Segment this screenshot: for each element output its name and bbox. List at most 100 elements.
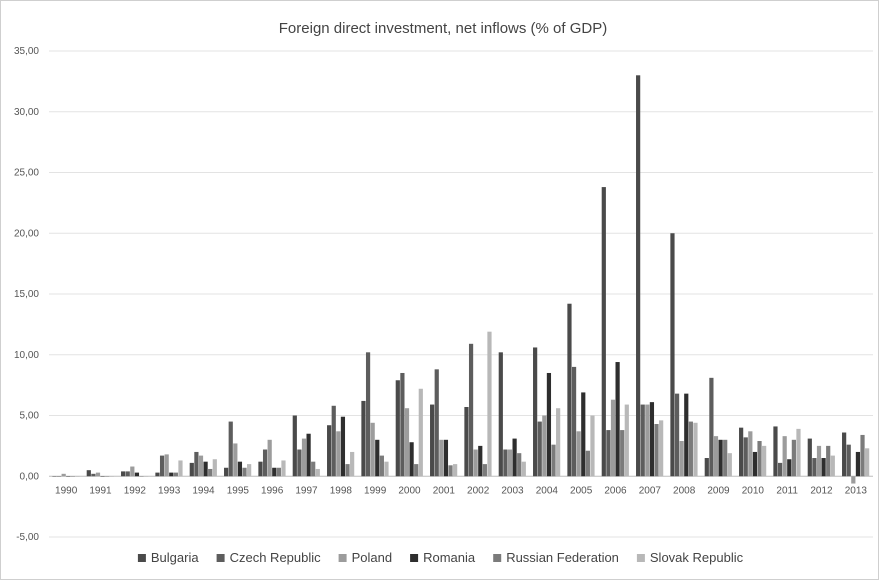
- bar-czech-republic-2005: [572, 367, 576, 476]
- bar-romania-2007: [650, 402, 654, 476]
- bar-romania-1996: [272, 468, 276, 477]
- bar-russian-federation-2000: [414, 464, 418, 476]
- bar-slovak-republic-1996: [281, 460, 285, 476]
- bar-romania-2006: [616, 362, 620, 476]
- y-tick-label: 20,00: [14, 228, 39, 239]
- bar-russian-federation-2005: [586, 451, 590, 477]
- bar-czech-republic-2000: [400, 373, 404, 476]
- bar-poland-2003: [508, 450, 512, 477]
- bar-poland-2013: [851, 476, 855, 483]
- bar-czech-republic-1999: [366, 352, 370, 476]
- y-tick-label: -5,00: [16, 532, 39, 543]
- bar-romania-2010: [753, 452, 757, 476]
- bar-slovak-republic-2008: [693, 423, 697, 476]
- legend-label: Bulgaria: [151, 550, 199, 565]
- bar-poland-1993: [165, 454, 169, 476]
- bar-russian-federation-2013: [860, 435, 864, 476]
- bar-romania-1999: [375, 440, 379, 476]
- x-tick-label: 1991: [89, 485, 112, 496]
- bar-czech-republic-2012: [812, 458, 816, 476]
- legend-swatch: [138, 554, 146, 562]
- bar-czech-republic-2013: [847, 445, 851, 477]
- bar-slovak-republic-2006: [625, 405, 629, 477]
- bar-bulgaria-1991: [87, 470, 91, 476]
- bar-bulgaria-2012: [808, 439, 812, 477]
- bar-poland-2001: [439, 440, 443, 476]
- legend-swatch: [410, 554, 418, 562]
- bar-poland-2007: [645, 405, 649, 477]
- x-tick-label: 2012: [810, 485, 833, 496]
- bar-russian-federation-2011: [792, 440, 796, 476]
- bar-slovak-republic-2010: [762, 446, 766, 476]
- bar-russian-federation-2008: [689, 422, 693, 477]
- legend-label: Poland: [352, 550, 392, 565]
- x-tick-label: 2013: [845, 485, 868, 496]
- bar-russian-federation-1994: [208, 469, 212, 476]
- bar-romania-2008: [684, 394, 688, 477]
- bar-slovak-republic-2012: [831, 456, 835, 477]
- x-tick-label: 2006: [604, 485, 627, 496]
- bar-czech-republic-1996: [263, 450, 267, 477]
- x-tick-label: 2011: [776, 485, 798, 496]
- legend-label: Czech Republic: [230, 550, 322, 565]
- bar-bulgaria-1992: [121, 471, 125, 476]
- x-tick-label: 2002: [467, 485, 490, 496]
- bar-czech-republic-2004: [538, 422, 542, 477]
- bar-slovak-republic-1993: [178, 460, 182, 476]
- bar-poland-1991: [96, 473, 100, 477]
- bar-russian-federation-2012: [826, 446, 830, 476]
- bar-russian-federation-1998: [345, 464, 349, 476]
- bar-romania-1995: [238, 462, 242, 477]
- bar-poland-1997: [302, 439, 306, 477]
- legend-label: Russian Federation: [506, 550, 619, 565]
- bar-poland-2002: [474, 450, 478, 477]
- bar-poland-2005: [577, 431, 581, 476]
- bar-poland-2004: [542, 416, 546, 477]
- x-tick-label: 2009: [707, 485, 730, 496]
- bar-russian-federation-2010: [757, 441, 761, 476]
- bar-bulgaria-1998: [327, 425, 331, 476]
- x-tick-label: 1994: [192, 485, 215, 496]
- bar-czech-republic-1998: [332, 406, 336, 476]
- x-tick-label: 1999: [364, 485, 387, 496]
- bars: [52, 75, 869, 483]
- bar-slovak-republic-2013: [865, 448, 869, 476]
- legend-swatch: [339, 554, 347, 562]
- bar-poland-2009: [714, 436, 718, 476]
- bar-romania-1992: [135, 473, 139, 477]
- x-tick-label: 2010: [742, 485, 765, 496]
- bar-russian-federation-1993: [174, 473, 178, 477]
- legend-label: Romania: [423, 550, 476, 565]
- y-axis-tick-labels: -5,000,005,0010,0015,0020,0025,0030,0035…: [14, 46, 39, 543]
- x-tick-label: 2004: [536, 485, 559, 496]
- bar-czech-republic-1993: [160, 456, 164, 477]
- bar-romania-2011: [787, 459, 791, 476]
- bar-bulgaria-2010: [739, 428, 743, 477]
- x-tick-label: 1992: [124, 485, 147, 496]
- bar-czech-republic-2009: [709, 378, 713, 476]
- bar-slovak-republic-2004: [556, 408, 560, 476]
- y-tick-label: 35,00: [14, 46, 39, 57]
- bar-romania-2009: [719, 440, 723, 476]
- bar-poland-2012: [817, 446, 821, 476]
- bar-slovak-republic-2000: [419, 389, 423, 476]
- bar-russian-federation-2006: [620, 430, 624, 476]
- bar-slovak-republic-2007: [659, 420, 663, 476]
- x-tick-label: 1998: [330, 485, 353, 496]
- x-tick-label: 1997: [295, 485, 318, 496]
- bar-poland-1999: [371, 423, 375, 476]
- bar-romania-2002: [478, 446, 482, 476]
- bar-russian-federation-2009: [723, 440, 727, 476]
- bar-bulgaria-2003: [499, 352, 503, 476]
- x-tick-label: 2005: [570, 485, 593, 496]
- bar-poland-1995: [233, 443, 237, 476]
- legend-swatch: [637, 554, 645, 562]
- legend-swatch: [493, 554, 501, 562]
- bar-bulgaria-2007: [636, 75, 640, 476]
- bar-bulgaria-2001: [430, 405, 434, 477]
- bar-czech-republic-2007: [641, 405, 645, 477]
- bar-poland-2010: [748, 431, 752, 476]
- bar-poland-2000: [405, 408, 409, 476]
